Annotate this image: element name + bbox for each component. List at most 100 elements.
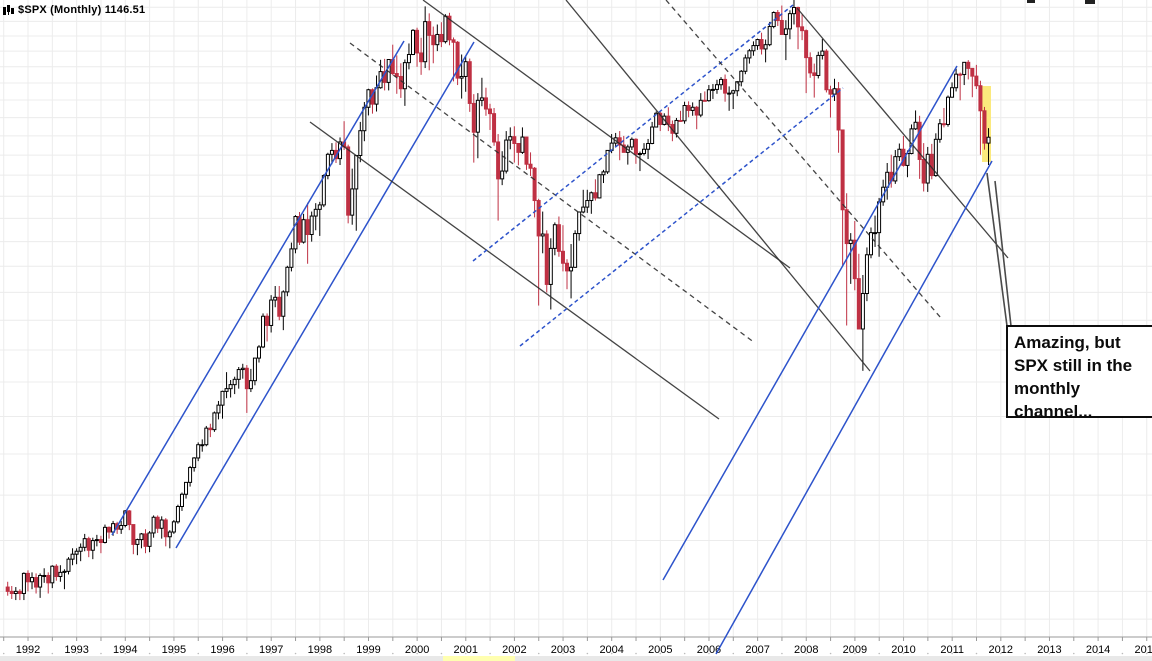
tick-dot [27, 652, 29, 655]
x-axis-year-label: 1997 [259, 644, 283, 656]
candle-body [50, 565, 55, 584]
candle-body [747, 50, 752, 59]
candle-body [569, 266, 574, 272]
candle-body [694, 106, 699, 116]
candlestick-chart-icon [3, 4, 14, 16]
candle-body [159, 519, 164, 529]
candle-body [139, 533, 144, 541]
candle-body [25, 572, 30, 583]
tick-dot [343, 652, 345, 655]
tick-dot [221, 652, 224, 655]
candle-body [102, 526, 107, 543]
candle-body [492, 113, 497, 143]
candle-body [5, 586, 10, 592]
candle-body [236, 369, 241, 380]
candle-body [411, 29, 415, 55]
candle-body [974, 75, 979, 87]
candle-body [633, 138, 638, 155]
x-axis-year-label: 1993 [64, 644, 88, 656]
candle-body [42, 574, 47, 577]
candle-body [208, 427, 213, 431]
candle-body [21, 572, 26, 595]
candle-body [358, 130, 363, 156]
candle-body [796, 6, 801, 28]
candle-body [585, 200, 590, 208]
candle-body [629, 138, 634, 148]
candle-body [856, 278, 861, 330]
trendline-bear-line-2007-2009-left [565, 0, 871, 372]
candle-body [220, 390, 225, 406]
candle-body [479, 97, 484, 101]
candle-body [248, 380, 253, 390]
candle-body [836, 88, 841, 131]
trendline-bull-channel-2009-2011-upper [662, 65, 958, 581]
candle-body [593, 192, 598, 199]
candle-body [188, 467, 193, 483]
candle-body [196, 444, 201, 459]
candle-body [451, 39, 456, 43]
tick-dot [635, 652, 637, 655]
tick-dot [294, 652, 297, 655]
x-axis-year-label: 2001 [454, 644, 478, 656]
candle-body [350, 188, 355, 216]
x-axis-year-label: 2012 [989, 644, 1013, 656]
candle-body [435, 33, 440, 46]
annotation-note[interactable]: Amazing, but SPX still in the monthly ch… [1006, 325, 1152, 421]
candle-body [642, 148, 647, 155]
candle-body [597, 174, 602, 199]
tick-dot [1048, 652, 1051, 655]
x-axis-year-label: 1998 [308, 644, 332, 656]
candle-body [475, 99, 480, 133]
candle-body [941, 123, 946, 126]
tick-dot [270, 652, 273, 655]
annotation-line: SPX still in the [1014, 356, 1133, 375]
candle-body [783, 28, 788, 35]
candle-body [147, 532, 152, 547]
candle-body [650, 126, 655, 144]
tick-dot [1000, 652, 1002, 655]
tick-dot [975, 652, 978, 655]
tick-dot [1097, 652, 1099, 655]
candle-body [143, 533, 148, 547]
candle-body [354, 154, 359, 190]
candle-body [119, 524, 124, 530]
candle-body [544, 233, 549, 285]
candle-body [714, 84, 719, 90]
candle-body [719, 78, 724, 86]
x-axis-year-label: 2006 [697, 644, 721, 656]
tick-dot [51, 652, 54, 655]
candle-body [212, 412, 217, 431]
candle-body [929, 153, 934, 177]
candle-body [516, 142, 521, 153]
tick-dot [464, 652, 467, 655]
next-panel-highlight [443, 656, 515, 661]
candle-body [447, 15, 452, 41]
candle-body [787, 13, 792, 30]
candle-body [256, 346, 261, 359]
candle-body [131, 524, 136, 545]
candle-body [463, 61, 468, 77]
candle-body [427, 21, 432, 36]
tick-dot [708, 652, 710, 655]
x-axis-year-label: 2011 [940, 644, 964, 656]
candle-body [13, 590, 18, 595]
candle-body [581, 206, 586, 213]
candle-body [674, 119, 679, 134]
candle-body [605, 149, 610, 173]
candle-body [184, 481, 189, 495]
tick-dot [440, 652, 443, 655]
candle-body [868, 232, 873, 256]
candle-body [317, 204, 322, 210]
candle-body [532, 167, 537, 202]
tick-dot [124, 652, 127, 655]
candle-body [873, 232, 878, 235]
candle-body [293, 216, 298, 250]
candle-body [775, 12, 780, 21]
candle-body [107, 526, 112, 533]
candle-body [483, 97, 488, 110]
x-axis-year-label: 2008 [794, 644, 818, 656]
candle-body [524, 136, 529, 165]
candle-body [54, 565, 59, 578]
candle-body [415, 29, 420, 54]
